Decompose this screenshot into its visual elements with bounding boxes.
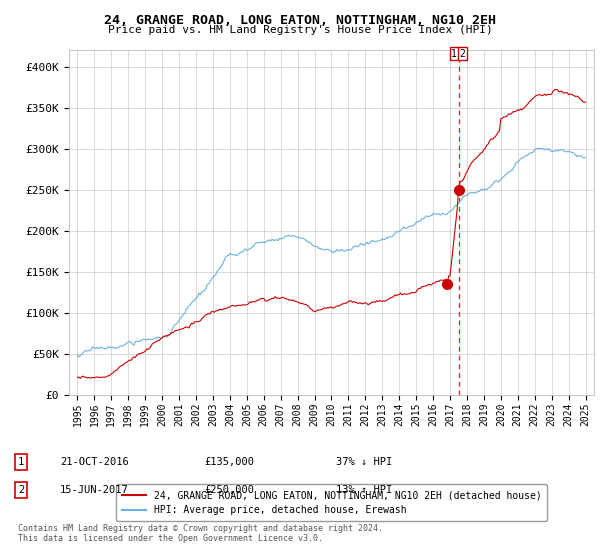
Text: 24, GRANGE ROAD, LONG EATON, NOTTINGHAM, NG10 2EH: 24, GRANGE ROAD, LONG EATON, NOTTINGHAM,… xyxy=(104,14,496,27)
Text: 37% ↓ HPI: 37% ↓ HPI xyxy=(336,457,392,467)
Text: 2: 2 xyxy=(18,485,24,495)
Text: 2: 2 xyxy=(460,49,466,59)
Legend: 24, GRANGE ROAD, LONG EATON, NOTTINGHAM, NG10 2EH (detached house), HPI: Average: 24, GRANGE ROAD, LONG EATON, NOTTINGHAM,… xyxy=(116,484,547,521)
Text: 1: 1 xyxy=(451,49,457,59)
Text: 1: 1 xyxy=(18,457,24,467)
Text: Contains HM Land Registry data © Crown copyright and database right 2024.
This d: Contains HM Land Registry data © Crown c… xyxy=(18,524,383,543)
Text: £135,000: £135,000 xyxy=(204,457,254,467)
Text: 15-JUN-2017: 15-JUN-2017 xyxy=(60,485,129,495)
Text: 13% ↑ HPI: 13% ↑ HPI xyxy=(336,485,392,495)
Text: £250,000: £250,000 xyxy=(204,485,254,495)
Text: Price paid vs. HM Land Registry's House Price Index (HPI): Price paid vs. HM Land Registry's House … xyxy=(107,25,493,35)
Text: 21-OCT-2016: 21-OCT-2016 xyxy=(60,457,129,467)
